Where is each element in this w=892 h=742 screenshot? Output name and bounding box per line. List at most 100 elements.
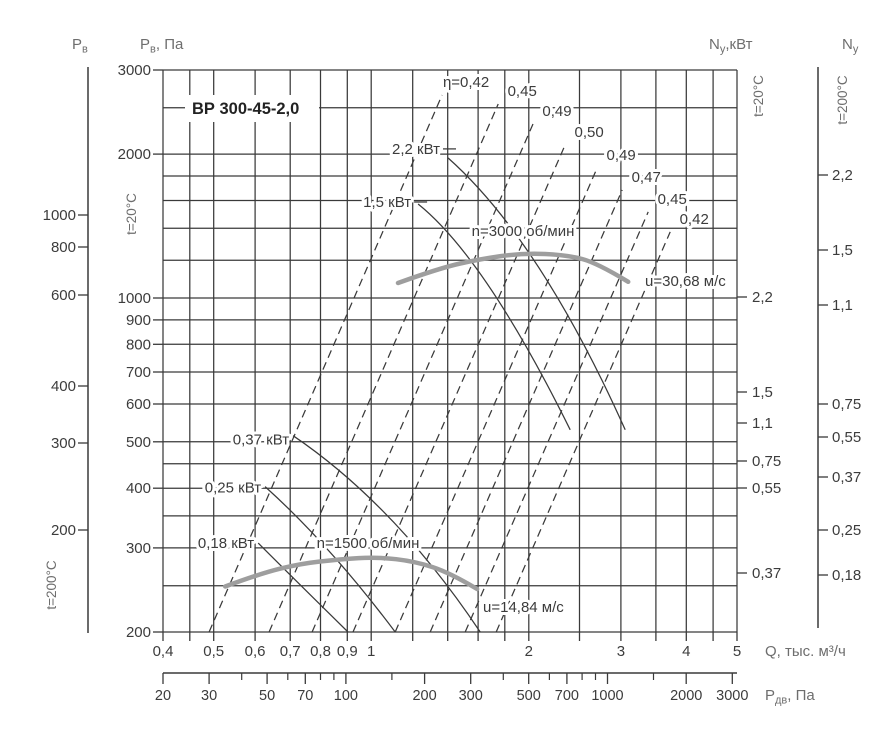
pdv-tick-label: 200 [412, 688, 436, 704]
power-curve [257, 542, 349, 633]
pdv-tick-label: 700 [555, 688, 579, 704]
flow-tick-label: 3 [617, 643, 625, 660]
flow-tick-label: 1 [367, 643, 375, 660]
inner-left-axis-header: Pв, Па [140, 36, 184, 56]
outer-right-tick-label: 1,5 [832, 242, 853, 259]
power-tick-label: 1,1 [752, 415, 773, 432]
pressure-tick-label: 300 [126, 540, 151, 557]
pressure-tick-label: 3000 [118, 62, 151, 79]
power-tick-label: 0,37 [752, 565, 781, 582]
efficiency-label: 0,47 [632, 169, 661, 186]
power-label: 1,5 кВт [363, 194, 411, 211]
outer-right-tick-label: 0,37 [832, 469, 861, 486]
u-label: u=14,84 м/с [483, 599, 564, 616]
pressure-tick-label: 800 [126, 336, 151, 353]
outer-left-tick-label: 600 [51, 287, 76, 304]
pdv-tick-label: 500 [517, 688, 541, 704]
outer-right-tick-label: 2,2 [832, 167, 853, 184]
pdv-tick-label: 50 [259, 688, 275, 704]
pdv-tick-label: 3000 [716, 688, 748, 704]
pdv-tick-label: 1000 [591, 688, 623, 704]
power-curve [264, 486, 396, 633]
efficiency-label: 0,45 [658, 191, 687, 208]
outer-left-tick-label: 400 [51, 378, 76, 395]
outer-right-tick-label: 0,55 [832, 429, 861, 446]
pdv-tick-label: 70 [297, 688, 313, 704]
flow-tick-label: 5 [733, 643, 741, 660]
temp-label-outer-right: t=200°C [835, 75, 850, 125]
flow-tick-label: 4 [682, 643, 690, 660]
flow-tick-label: 0,9 [337, 643, 358, 660]
efficiency-label: 0,49 [606, 147, 635, 164]
power-label: 0,18 кВт [198, 535, 254, 552]
power-label: 0,25 кВт [205, 480, 261, 497]
efficiency-label: 0,45 [508, 83, 537, 100]
power-tick-label: 1,5 [752, 384, 773, 401]
chart-title: ВР 300-45-2,0 [192, 100, 299, 118]
power-curve [292, 435, 481, 633]
flow-axis-header: Q, тыс. м³/ч [765, 643, 846, 660]
efficiency-line [464, 211, 649, 633]
title-background [185, 95, 319, 122]
pdv-tick-label: 300 [459, 688, 483, 704]
outer-left-tick-label: 300 [51, 435, 76, 452]
pdv-axis-header: Pдв, Па [765, 687, 815, 707]
efficiency-line [268, 103, 499, 633]
efficiency-line [394, 167, 598, 633]
outer-right-tick-label: 1,1 [832, 297, 853, 314]
speed-curve [395, 251, 631, 286]
speed-label: n=1500 об/мин [317, 535, 420, 552]
pdv-tick-label: 30 [201, 688, 217, 704]
power-tick-label: 0,55 [752, 480, 781, 497]
temp-label-outer-left: t=200°C [44, 560, 59, 610]
power-curve [417, 203, 571, 431]
pressure-tick-label: 900 [126, 312, 151, 329]
efficiency-label: η=0,42 [443, 74, 489, 91]
pressure-tick-label: 400 [126, 480, 151, 497]
outer-left-tick-label: 1000 [43, 207, 76, 224]
efficiency-label: 0,42 [680, 211, 709, 228]
efficiency-line [495, 231, 671, 633]
outer-right-tick-label: 0,18 [832, 567, 861, 584]
efficiency-line [429, 189, 623, 633]
flow-tick-label: 0,6 [245, 643, 266, 660]
power-tick-label: 0,75 [752, 453, 781, 470]
efficiency-label: 0,49 [542, 103, 571, 120]
power-label: 2,2 кВт [392, 141, 440, 158]
outer-left-axis-header: Pв [72, 36, 88, 56]
efficiency-line [352, 144, 566, 633]
outer-right-tick-label: 0,75 [832, 396, 861, 413]
u-label: u=30,68 м/с [645, 273, 726, 290]
flow-tick-label: 0,4 [153, 643, 174, 660]
pressure-tick-label: 500 [126, 434, 151, 451]
pressure-tick-label: 2000 [118, 146, 151, 163]
speed-curve [222, 555, 480, 592]
flow-tick-label: 0,7 [280, 643, 301, 660]
pressure-tick-label: 700 [126, 364, 151, 381]
efficiency-line [311, 123, 534, 633]
pressure-tick-label: 200 [126, 624, 151, 641]
temp-label-inner-left: t=20°C [124, 193, 139, 235]
outer-right-axis-header: Nу [842, 36, 859, 56]
outer-left-tick-label: 200 [51, 522, 76, 539]
pdv-tick-label: 2000 [670, 688, 702, 704]
pressure-tick-label: 1000 [118, 290, 151, 307]
power-label: 0,37 кВт [233, 432, 289, 449]
temp-label-inner-right: t=20°C [751, 75, 766, 117]
pdv-tick-label: 100 [334, 688, 358, 704]
inner-right-axis-header: Nу,кВт [709, 36, 753, 56]
outer-left-tick-label: 800 [51, 239, 76, 256]
flow-tick-label: 0,8 [310, 643, 331, 660]
speed-label: n=3000 об/мин [472, 223, 575, 240]
flow-tick-label: 0,5 [203, 643, 224, 660]
pdv-tick-label: 20 [155, 688, 171, 704]
efficiency-line [208, 94, 443, 633]
efficiency-label: 0,50 [574, 124, 603, 141]
flow-tick-label: 2 [525, 643, 533, 660]
power-tick-label: 2,2 [752, 289, 773, 306]
outer-right-tick-label: 0,25 [832, 522, 861, 539]
power-curve [447, 157, 626, 431]
